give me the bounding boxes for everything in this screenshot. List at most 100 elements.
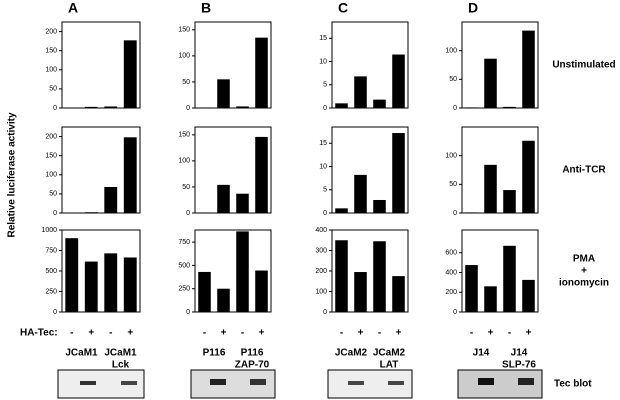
bar — [503, 190, 516, 213]
blot-band — [478, 378, 494, 385]
plot-frame — [331, 126, 409, 214]
x-tick-label: + — [396, 328, 402, 339]
blot-band — [210, 379, 226, 385]
y-tick-label: 0 — [53, 210, 57, 217]
bar — [255, 136, 268, 213]
y-tick-label: 0 — [453, 210, 457, 217]
y-tick-label: 250 — [45, 288, 57, 295]
y-tick-label: 0 — [186, 210, 190, 217]
cell-line-label: P116 — [241, 348, 264, 359]
bar — [236, 231, 249, 312]
bar — [84, 106, 98, 108]
bar — [198, 271, 211, 312]
x-tick-label: - — [203, 328, 206, 339]
bar — [236, 106, 249, 108]
y-tick-label: 0 — [186, 105, 190, 112]
y-tick-label: 500 — [178, 262, 190, 269]
row-label: + — [581, 266, 587, 277]
bar — [123, 257, 137, 312]
y-tick-label: 750 — [45, 247, 57, 254]
blot-band — [348, 381, 364, 385]
bar — [484, 58, 497, 108]
panel-letter: C — [338, 0, 348, 16]
y-tick-label: 200 — [315, 268, 327, 275]
cell-line-label: JCaM2 — [335, 348, 368, 359]
cell-line-label: JCaM1 — [104, 348, 137, 359]
x-tick-label: + — [88, 328, 94, 339]
plot-frame — [331, 21, 409, 109]
y-tick-label: 1000 — [41, 227, 57, 234]
y-tick-label: 200 — [445, 289, 457, 296]
cell-line-label: J14 — [511, 348, 528, 359]
bar — [465, 107, 478, 108]
bar — [217, 184, 230, 213]
cell-line-label: JCaM2 — [373, 348, 406, 359]
y-tick-label: 15 — [319, 35, 327, 42]
bar — [198, 107, 211, 108]
blot-band — [518, 378, 534, 385]
y-tick-label: 150 — [178, 27, 190, 34]
bar — [123, 40, 137, 109]
y-tick-label: 100 — [45, 172, 57, 179]
y-tick-label: 5 — [323, 82, 327, 89]
y-tick-label: 250 — [178, 286, 190, 293]
bar — [217, 288, 230, 312]
bar — [484, 286, 497, 312]
cell-line-label: SLP-76 — [502, 360, 536, 371]
x-tick-label: + — [358, 328, 364, 339]
bar — [465, 265, 478, 312]
y-tick-label: 0 — [53, 309, 57, 316]
plot-frame — [194, 21, 272, 109]
y-tick-label: 0 — [323, 210, 327, 217]
blot-band — [388, 381, 404, 385]
x-tick-label: - — [378, 328, 381, 339]
plot-frame — [61, 21, 141, 109]
y-tick-label: 150 — [178, 132, 190, 139]
bar — [373, 199, 386, 213]
bar — [373, 99, 386, 108]
y-tick-label: 200 — [45, 28, 57, 35]
bar — [123, 137, 137, 213]
bar — [255, 37, 268, 108]
bar — [354, 272, 367, 312]
bar — [392, 133, 405, 213]
row-label: PMA — [573, 254, 595, 265]
y-tick-label: 100 — [178, 158, 190, 165]
x-tick-label: + — [221, 328, 227, 339]
y-tick-label: 50 — [49, 86, 57, 93]
row-label: Anti-TCR — [562, 165, 606, 176]
ha-tec-label: HA-Tec: — [20, 328, 58, 339]
x-tick-label: - — [109, 328, 112, 339]
cell-line-label: P116 — [203, 348, 226, 359]
bar — [373, 241, 386, 312]
bar — [354, 174, 367, 213]
y-tick-label: 100 — [45, 67, 57, 74]
bar — [104, 187, 118, 213]
bar — [392, 276, 405, 312]
bar — [65, 238, 79, 312]
plot-frame — [461, 126, 539, 214]
y-tick-label: 50 — [182, 184, 190, 191]
bar — [354, 76, 367, 108]
blot-band — [121, 381, 137, 385]
bar — [84, 261, 98, 312]
bar — [255, 270, 268, 312]
y-tick-label: 50 — [49, 191, 57, 198]
bar — [522, 140, 535, 213]
blots — [57, 369, 543, 399]
cell-line-label: ZAP-70 — [235, 360, 270, 371]
y-tick-label: 0 — [53, 105, 57, 112]
y-tick-label: 400 — [445, 269, 457, 276]
cell-line-label: JCaM1 — [65, 348, 98, 359]
y-tick-label: 100 — [178, 53, 190, 60]
cell-line-label: Lck — [112, 360, 130, 371]
x-tick-label: - — [70, 328, 73, 339]
y-tick-label: 50 — [182, 79, 190, 86]
blot-band — [250, 379, 266, 385]
y-tick-label: 200 — [45, 133, 57, 140]
y-tick-label: 0 — [323, 105, 327, 112]
bar — [236, 193, 249, 213]
y-tick-label: 5 — [323, 187, 327, 194]
bar — [335, 208, 348, 213]
